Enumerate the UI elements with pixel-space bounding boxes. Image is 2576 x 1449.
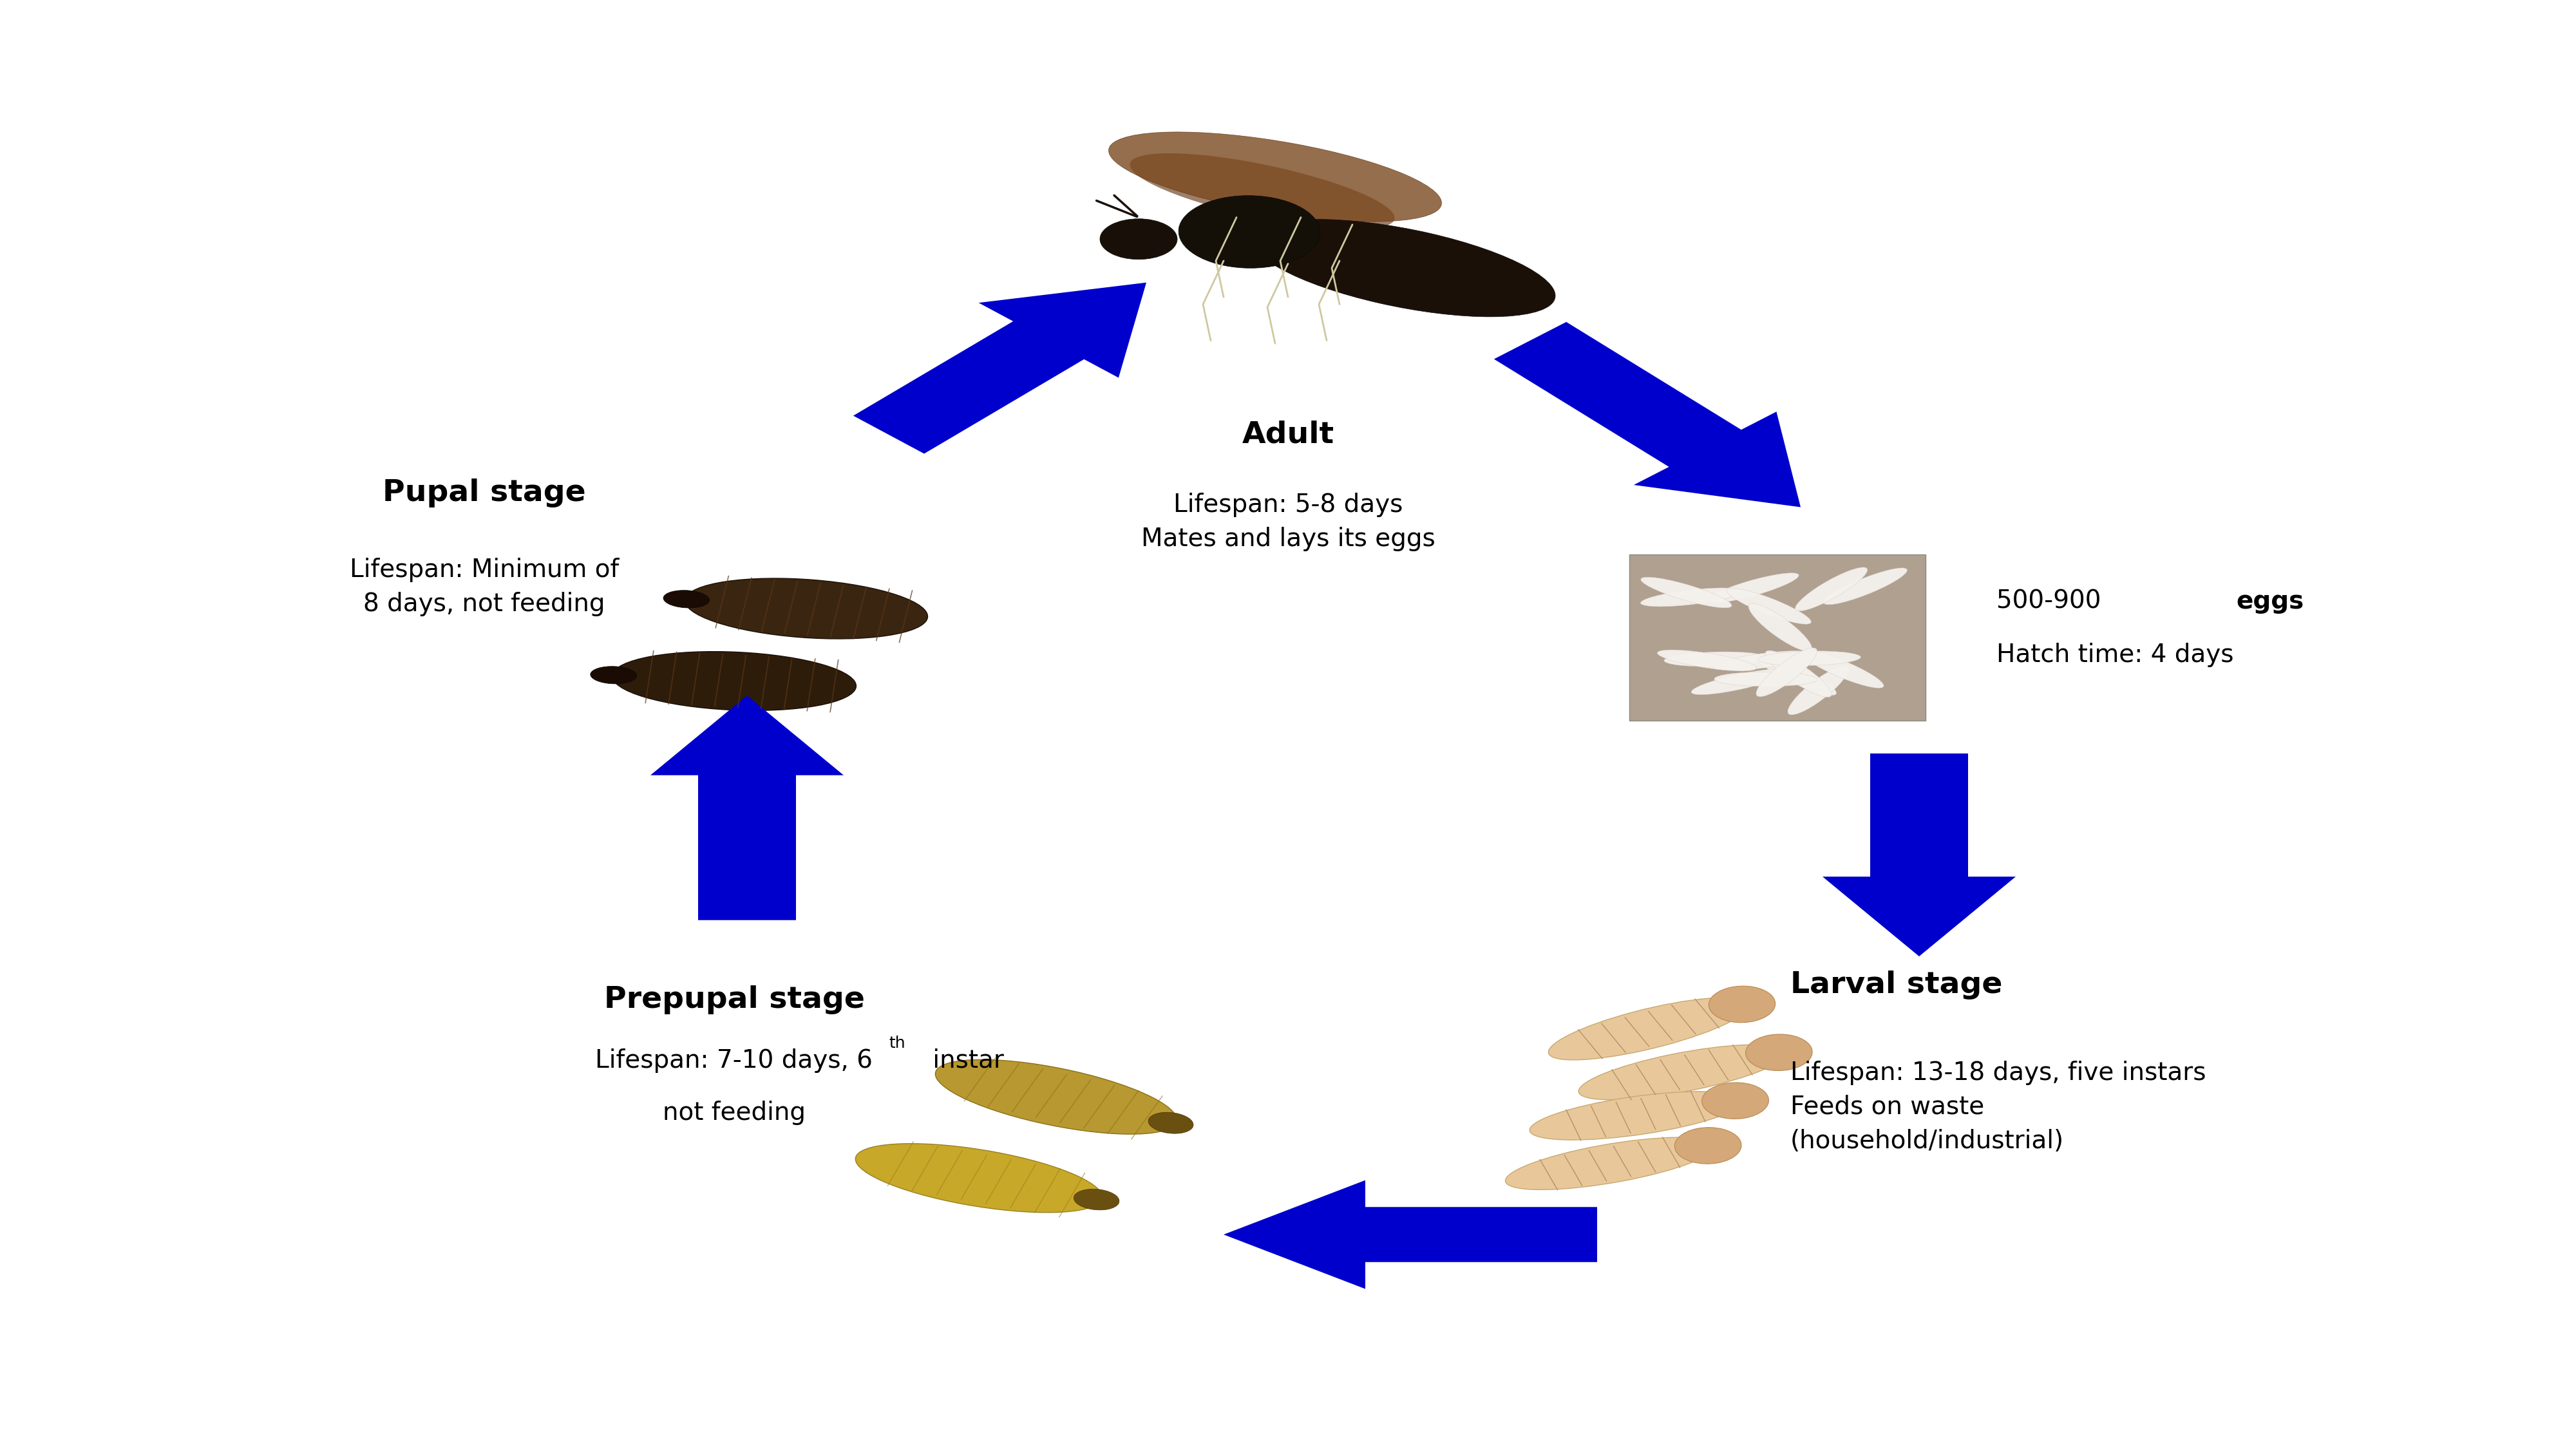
- Bar: [1631, 554, 1927, 720]
- Ellipse shape: [590, 667, 636, 684]
- Ellipse shape: [1726, 588, 1811, 625]
- Text: not feeding: not feeding: [662, 1101, 806, 1124]
- Polygon shape: [1494, 322, 1801, 507]
- Ellipse shape: [1713, 672, 1816, 687]
- Ellipse shape: [1641, 577, 1731, 609]
- Ellipse shape: [613, 652, 855, 710]
- Text: Adult: Adult: [1242, 420, 1334, 449]
- Ellipse shape: [1757, 655, 1837, 696]
- Ellipse shape: [855, 1143, 1103, 1213]
- Polygon shape: [1824, 753, 2014, 956]
- Text: Lifespan: 13-18 days, five instars
Feeds on waste
(household/industrial): Lifespan: 13-18 days, five instars Feeds…: [1790, 1061, 2205, 1153]
- Ellipse shape: [1708, 987, 1775, 1023]
- Ellipse shape: [1579, 1045, 1785, 1100]
- Ellipse shape: [1757, 651, 1860, 665]
- Ellipse shape: [1504, 1137, 1716, 1190]
- Ellipse shape: [1149, 1113, 1193, 1133]
- Ellipse shape: [1747, 1035, 1814, 1071]
- Ellipse shape: [1252, 219, 1556, 317]
- Text: th: th: [889, 1036, 904, 1051]
- Polygon shape: [853, 283, 1146, 454]
- Text: Pupal stage: Pupal stage: [384, 478, 585, 507]
- Text: 500-900: 500-900: [1996, 590, 2110, 613]
- Ellipse shape: [1530, 1091, 1741, 1140]
- Text: instar: instar: [925, 1049, 1005, 1072]
- Text: Larval stage: Larval stage: [1790, 971, 2002, 1000]
- Ellipse shape: [1788, 667, 1850, 714]
- Ellipse shape: [1765, 651, 1832, 697]
- Ellipse shape: [1100, 219, 1177, 259]
- Polygon shape: [1224, 1179, 1597, 1290]
- Text: Prepupal stage: Prepupal stage: [603, 985, 866, 1014]
- Ellipse shape: [1180, 196, 1319, 268]
- Ellipse shape: [1074, 1190, 1118, 1210]
- Ellipse shape: [1708, 572, 1798, 603]
- Text: eggs: eggs: [2236, 590, 2303, 613]
- Ellipse shape: [1795, 567, 1868, 611]
- Ellipse shape: [1703, 1082, 1770, 1119]
- Text: Lifespan: 7-10 days, 6: Lifespan: 7-10 days, 6: [595, 1049, 873, 1072]
- Polygon shape: [649, 696, 842, 920]
- Ellipse shape: [1548, 998, 1749, 1059]
- Ellipse shape: [685, 578, 927, 639]
- Ellipse shape: [1641, 588, 1741, 607]
- Text: Lifespan: 5-8 days
Mates and lays its eggs: Lifespan: 5-8 days Mates and lays its eg…: [1141, 493, 1435, 551]
- Text: Hatch time: 4 days: Hatch time: 4 days: [1996, 643, 2233, 667]
- Ellipse shape: [1131, 154, 1394, 229]
- Ellipse shape: [1801, 651, 1883, 688]
- Ellipse shape: [1664, 652, 1767, 667]
- Ellipse shape: [1749, 603, 1811, 652]
- Ellipse shape: [1692, 669, 1788, 694]
- Text: Lifespan: Minimum of
8 days, not feeding: Lifespan: Minimum of 8 days, not feeding: [350, 558, 618, 616]
- Ellipse shape: [1674, 1127, 1741, 1164]
- Ellipse shape: [1757, 648, 1816, 697]
- Ellipse shape: [1108, 132, 1443, 222]
- Ellipse shape: [1713, 651, 1814, 671]
- Ellipse shape: [1656, 649, 1757, 671]
- Ellipse shape: [665, 590, 708, 609]
- Ellipse shape: [1824, 568, 1906, 604]
- Ellipse shape: [935, 1059, 1177, 1135]
